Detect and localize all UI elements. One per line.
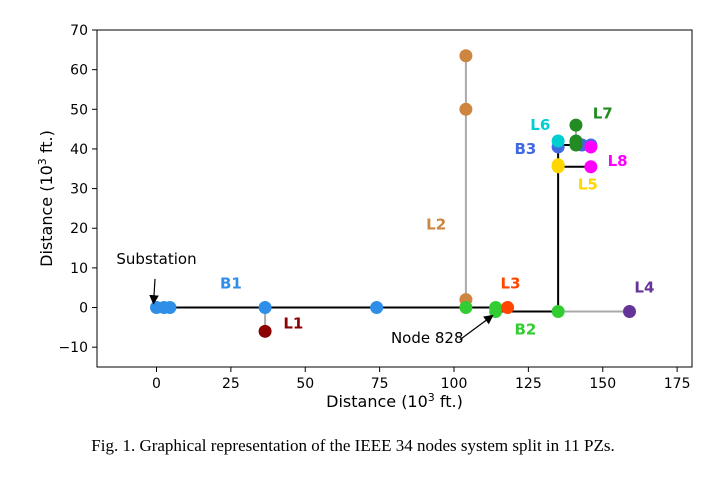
- y-tick-label: 0: [79, 301, 88, 317]
- y-tick-label: 30: [70, 182, 88, 198]
- zone-label-l6: L6: [530, 116, 550, 134]
- node-marker-b2: [459, 301, 473, 315]
- x-tick-label: 25: [222, 376, 240, 392]
- node-marker-l7: [569, 138, 583, 152]
- node-marker-b2: [551, 304, 565, 318]
- annotations: Substation Node 828: [116, 250, 494, 347]
- y-tick-label: 50: [70, 102, 88, 118]
- node-marker-l6: [551, 134, 565, 148]
- node-marker-b1: [370, 301, 384, 315]
- zone-label-l8: L8: [608, 152, 628, 170]
- node-marker-l8: [584, 140, 598, 154]
- annotation-label: Node 828: [391, 329, 464, 347]
- x-tick-label: 150: [589, 376, 616, 392]
- annotation-label: Substation: [116, 250, 196, 268]
- pz-network-chart: B1 L1 L2 B2 L3 L4 B3 L5 L6 L7 L8 Substation Node 82…: [36, 23, 693, 411]
- x-tick-label: 75: [371, 376, 389, 392]
- node-marker-l7: [569, 118, 583, 132]
- y-axis-label: Distance (103 ft.): [36, 130, 56, 267]
- node-marker-b2: [489, 304, 503, 318]
- y-tick-label: 70: [70, 23, 88, 39]
- zone-label-l4: L4: [634, 279, 654, 297]
- node-marker-l3: [501, 301, 515, 315]
- zone-labels: B1 L1 L2 B2 L3 L4 B3 L5 L6 L7 L8: [220, 104, 654, 338]
- zone-label-l7: L7: [593, 104, 613, 122]
- x-axis-label: Distance (103 ft.): [326, 391, 463, 411]
- annotation-arrow: [459, 314, 494, 341]
- x-tick-label: 175: [664, 376, 691, 392]
- y-tick-label: 40: [70, 142, 88, 158]
- y-tick-label: 10: [70, 261, 88, 277]
- y-tick-label: 60: [70, 63, 88, 79]
- node-marker-l8: [584, 160, 598, 174]
- y-tick-label: 20: [70, 221, 88, 237]
- node-marker-l5: [551, 160, 565, 174]
- zone-label-l2: L2: [426, 215, 446, 233]
- node-marker-l2: [459, 102, 473, 116]
- node-marker-b1: [258, 301, 272, 315]
- node-marker-l1: [258, 324, 272, 338]
- annotation-arrow: [149, 278, 159, 305]
- figure-caption: Fig. 1. Graphical representation of the …: [91, 436, 615, 455]
- node-marker-l2: [459, 49, 473, 63]
- node-marker-b1: [163, 301, 177, 315]
- zone-label-l5: L5: [578, 176, 598, 194]
- y-axis-ticks: −10 0 10 20 30 40 50 60 70: [58, 23, 97, 356]
- axes-frame: [96, 29, 693, 368]
- x-axis-ticks: 0 25 50 75 100 125 150 175: [152, 367, 690, 392]
- x-tick-label: 125: [515, 376, 542, 392]
- zone-label-l3: L3: [501, 275, 521, 293]
- x-tick-label: 0: [152, 376, 161, 392]
- node-marker-l4: [623, 304, 637, 318]
- zone-label-b2: B2: [514, 320, 536, 338]
- node-markers: [150, 49, 637, 338]
- zone-label-b1: B1: [220, 275, 242, 293]
- x-tick-label: 50: [296, 376, 314, 392]
- zone-label-l1: L1: [283, 314, 303, 332]
- x-tick-label: 100: [441, 376, 468, 392]
- y-tick-label: −10: [58, 340, 88, 356]
- zone-label-b3: B3: [514, 140, 536, 158]
